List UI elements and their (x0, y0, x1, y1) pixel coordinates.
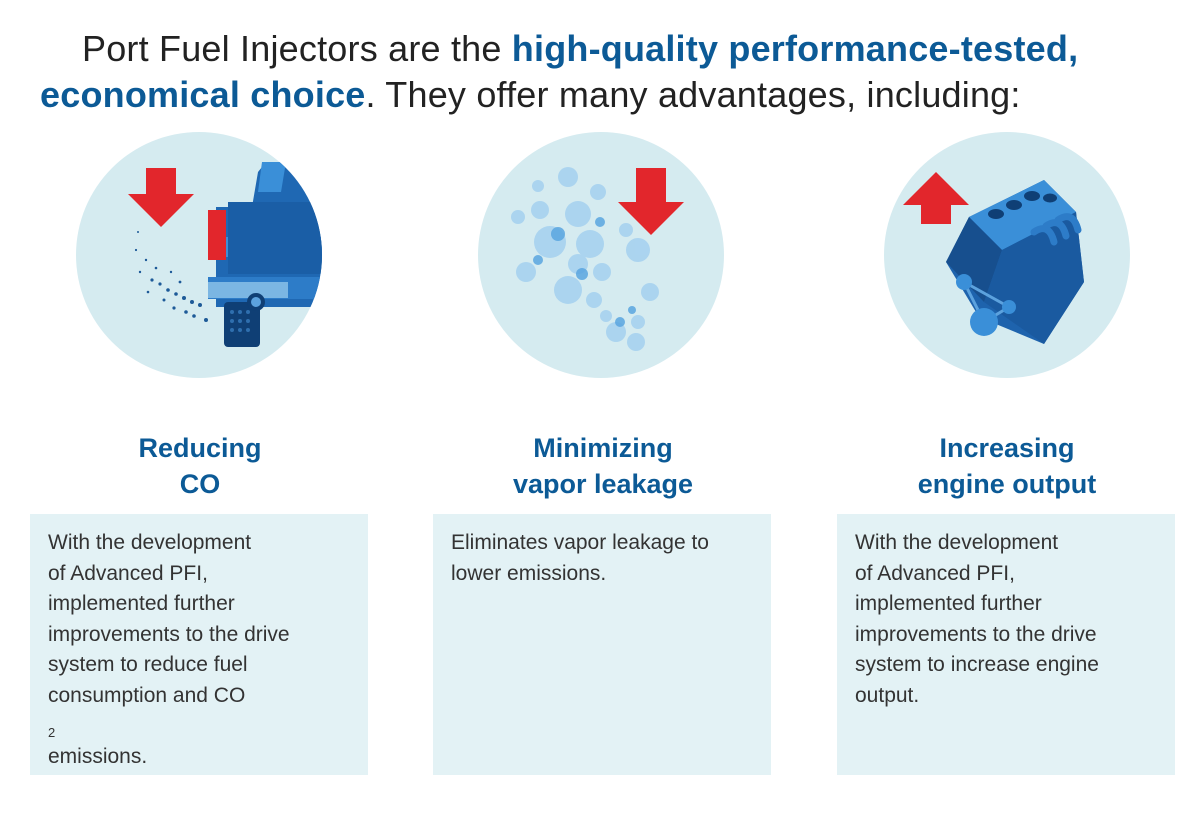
card-title-line-2: engine output (917, 469, 1097, 499)
card-title-line-1: Reducing (138, 433, 262, 463)
co2-text: CO (179, 469, 221, 499)
description-line: With the development (48, 531, 252, 554)
card-title-minimizing-vapor: Minimizing vapor leakage (433, 430, 773, 502)
headline-line-2: economical choice. They offer many advan… (40, 74, 1021, 115)
card-description-box: With the development of Advanced PFI, im… (837, 514, 1175, 775)
engine-block-up-arrow-icon (884, 132, 1130, 378)
description-line: output. (855, 683, 920, 707)
description-line: lower emissions. (451, 561, 607, 585)
card-description-box: Eliminates vapor leakage to lower emissi… (433, 514, 771, 775)
card-title-increasing-output: Increasing engine output (837, 430, 1177, 502)
description-text: consumption and CO (48, 683, 246, 707)
description-line: implemented further (855, 592, 1042, 615)
headline-emphasis-1: high-quality performance-tested, (511, 28, 1079, 69)
description-line: of Advanced PFI, (48, 561, 208, 585)
subscript-2: 2 (48, 725, 56, 740)
headline-line-1: Port Fuel Injectors are the high-quality… (40, 26, 1170, 72)
description-line: Eliminates vapor leakage to (451, 531, 709, 554)
card-title-line-1: Increasing (939, 433, 1075, 463)
card-description-box: With the development of Advanced PFI, im… (30, 514, 368, 775)
description-line: implemented further (48, 592, 235, 615)
description-line: emissions. (48, 744, 148, 768)
headline: Port Fuel Injectors are the high-quality… (40, 26, 1170, 118)
description-line: of Advanced PFI, (855, 561, 1015, 585)
description-line: improvements to the drive (855, 622, 1097, 646)
card-title-line-2: vapor leakage (512, 469, 694, 499)
vapor-bubbles-down-arrow-icon (478, 132, 724, 378)
description-line: system to reduce fuel (48, 653, 248, 676)
card-title-line-1: Minimizing (533, 433, 673, 463)
headline-text: Port Fuel Injectors are the (82, 28, 512, 69)
fuel-injector-down-arrow-icon (76, 132, 322, 378)
description-line: With the development (855, 531, 1059, 554)
description-line: improvements to the drive (48, 622, 290, 646)
headline-emphasis-2: economical choice (40, 74, 366, 115)
headline-text-end: . They offer many advantages, including: (365, 74, 1021, 115)
description-line: system to increase engine (855, 653, 1099, 676)
description-line: consumption and CO 2 (48, 681, 350, 742)
